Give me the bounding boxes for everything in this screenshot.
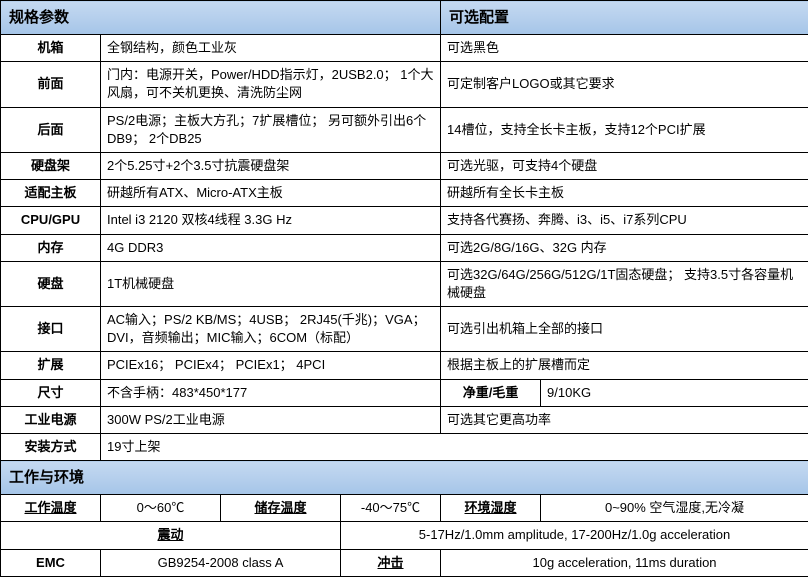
- row-label: 后面: [1, 107, 101, 152]
- row-opt: 可选32G/64G/256G/512G/1T固态硬盘； 支持3.5寸各容量机械硬…: [441, 261, 808, 306]
- row-opt: 可选黑色: [441, 35, 808, 62]
- work-temp: 0～60℃: [101, 495, 221, 522]
- size-spec: 不含手柄：483*450*177: [101, 379, 441, 406]
- power-label: 工业电源: [1, 406, 101, 433]
- store-temp-label: 储存温度: [221, 495, 341, 522]
- row-opt: 可定制客户LOGO或其它要求: [441, 62, 808, 107]
- row-label: 接口: [1, 307, 101, 352]
- row-spec: PS/2电源；主板大方孔；7扩展槽位； 另可额外引出6个DB9； 2个DB25: [101, 107, 441, 152]
- row-spec: PCIEx16； PCIEx4； PCIEx1； 4PCI: [101, 352, 441, 379]
- work-temp-label: 工作温度: [1, 495, 101, 522]
- row-spec: 门内：电源开关，Power/HDD指示灯，2USB2.0； 1个大风扇，可不关机…: [101, 62, 441, 107]
- header-spec: 规格参数: [1, 1, 441, 35]
- row-spec: 全钢结构，颜色工业灰: [101, 35, 441, 62]
- weight-label: 净重/毛重: [441, 379, 541, 406]
- row-opt: 可选光驱，可支持4个硬盘: [441, 152, 808, 179]
- weight-val: 9/10KG: [541, 379, 808, 406]
- row-label: 前面: [1, 62, 101, 107]
- row-label: 扩展: [1, 352, 101, 379]
- shock: 10g acceleration, 11ms duration: [441, 549, 808, 576]
- row-spec: 1T机械硬盘: [101, 261, 441, 306]
- row-spec: 4G DDR3: [101, 234, 441, 261]
- row-label: 适配主板: [1, 180, 101, 207]
- store-temp: -40～75℃: [341, 495, 441, 522]
- humidity: 0~90% 空气湿度,无冷凝: [541, 495, 808, 522]
- row-spec: 研越所有ATX、Micro-ATX主板: [101, 180, 441, 207]
- row-label: 硬盘: [1, 261, 101, 306]
- power-opt: 可选其它更高功率: [441, 406, 808, 433]
- install-spec: 19寸上架: [101, 434, 808, 461]
- row-label: 机箱: [1, 35, 101, 62]
- size-label: 尺寸: [1, 379, 101, 406]
- row-opt: 根据主板上的扩展槽而定: [441, 352, 808, 379]
- row-opt: 研越所有全长卡主板: [441, 180, 808, 207]
- header-optional: 可选配置: [441, 1, 808, 35]
- humidity-label: 环境湿度: [441, 495, 541, 522]
- emc: GB9254-2008 class A: [101, 549, 341, 576]
- vibration-label: 震动: [1, 522, 341, 549]
- row-spec: 2个5.25寸+2个3.5寸抗震硬盘架: [101, 152, 441, 179]
- spec-table: 规格参数 可选配置 机箱全钢结构，颜色工业灰可选黑色 前面门内：电源开关，Pow…: [0, 0, 808, 577]
- row-label: 内存: [1, 234, 101, 261]
- row-opt: 14槽位，支持全长卡主板，支持12个PCI扩展: [441, 107, 808, 152]
- power-spec: 300W PS/2工业电源: [101, 406, 441, 433]
- row-opt: 可选引出机箱上全部的接口: [441, 307, 808, 352]
- install-label: 安装方式: [1, 434, 101, 461]
- row-label: 硬盘架: [1, 152, 101, 179]
- row-spec: Intel i3 2120 双核4线程 3.3G Hz: [101, 207, 441, 234]
- row-label: CPU/GPU: [1, 207, 101, 234]
- row-spec: AC输入；PS/2 KB/MS；4USB； 2RJ45(千兆)；VGA；DVI，…: [101, 307, 441, 352]
- row-opt: 支持各代赛扬、奔腾、i3、i5、i7系列CPU: [441, 207, 808, 234]
- vibration: 5-17Hz/1.0mm amplitude, 17-200Hz/1.0g ac…: [341, 522, 808, 549]
- row-opt: 可选2G/8G/16G、32G 内存: [441, 234, 808, 261]
- header-env: 工作与环境: [1, 461, 808, 495]
- emc-label: EMC: [1, 549, 101, 576]
- shock-label: 冲击: [341, 549, 441, 576]
